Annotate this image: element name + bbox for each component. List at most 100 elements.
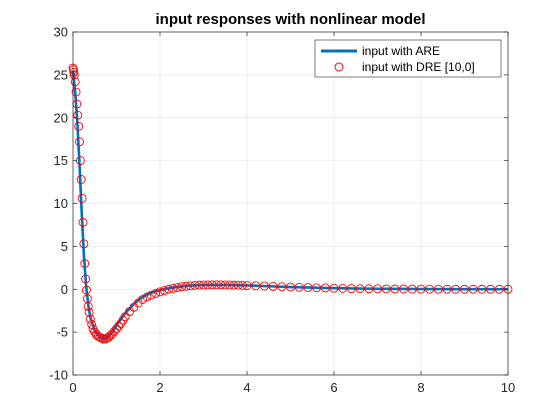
- axes: 0 2 4 6 8 10 -10 -5 0 5 10 15 20 25 30: [49, 25, 515, 396]
- data-point-dre: [97, 333, 107, 343]
- data-point-dre: [407, 284, 417, 294]
- y-tick-label: 0: [61, 282, 68, 297]
- data-point-dre: [268, 281, 278, 291]
- x-tick-label: 0: [69, 380, 76, 395]
- data-point-dre: [73, 110, 83, 120]
- series-line-layer: [71, 70, 509, 341]
- data-point-dre: [338, 283, 348, 293]
- data-point-dre: [164, 284, 174, 294]
- data-point-dre: [74, 121, 84, 131]
- grid: [72, 31, 509, 376]
- data-point-dre: [194, 280, 204, 290]
- data-point-dre: [199, 280, 208, 290]
- data-point-dre: [277, 282, 287, 292]
- x-tick-label: 2: [156, 380, 163, 395]
- data-point-dre: [79, 239, 89, 249]
- data-point-dre: [185, 281, 195, 291]
- data-point-dre: [142, 292, 152, 302]
- y-tick-label: 30: [54, 25, 68, 40]
- data-point-dre: [346, 284, 356, 294]
- y-tick-label: 10: [54, 196, 68, 211]
- data-point-dre: [212, 280, 222, 290]
- x-tick-label: 8: [417, 380, 424, 395]
- data-point-dre: [364, 284, 374, 294]
- data-point-dre: [207, 280, 217, 290]
- legend-label-dre: input with DRE [10,0]: [362, 60, 475, 74]
- data-point-dre: [259, 281, 269, 291]
- data-point-dre: [114, 321, 124, 331]
- y-tick-label: 25: [54, 67, 68, 82]
- series-marker-layer: [68, 63, 513, 344]
- data-point-dre: [190, 280, 200, 290]
- x-tick-label: 10: [501, 380, 515, 395]
- data-point-dre: [172, 283, 182, 292]
- data-point-dre: [85, 314, 95, 324]
- data-point-dre: [460, 284, 469, 294]
- data-point-dre: [181, 281, 191, 291]
- chart-title: input responses with nonlinear model: [155, 11, 425, 28]
- data-point-dre: [77, 193, 87, 203]
- data-point-dre: [71, 87, 81, 97]
- data-point-dre: [70, 77, 80, 87]
- data-point-dre: [390, 284, 400, 294]
- data-point-dre: [242, 281, 252, 291]
- y-tick-label: 15: [54, 153, 68, 168]
- data-point-dre: [84, 307, 94, 317]
- data-point-dre: [486, 284, 496, 294]
- y-tick-label: -5: [56, 325, 68, 340]
- data-point-dre: [329, 283, 339, 293]
- data-point-dre: [109, 326, 119, 336]
- data-point-dre: [104, 332, 114, 342]
- data-point-dre: [381, 284, 391, 294]
- data-point-dre: [225, 280, 235, 290]
- legend: input with ARE input with DRE [10,0]: [314, 39, 502, 78]
- series-line-are: [71, 70, 509, 341]
- data-point-dre: [69, 70, 79, 80]
- y-tick-label: 20: [54, 110, 68, 125]
- data-point-dre: [107, 329, 117, 339]
- data-point-dre: [159, 286, 169, 295]
- data-point-dre: [78, 217, 88, 227]
- data-point-dre: [146, 290, 156, 300]
- data-point-dre: [303, 283, 313, 292]
- data-point-dre: [399, 284, 409, 294]
- y-tick-label: 5: [61, 239, 68, 254]
- data-point-dre: [203, 280, 213, 290]
- data-point-dre: [220, 280, 230, 290]
- y-tick-label: -10: [49, 368, 68, 383]
- data-point-dre: [155, 287, 165, 297]
- data-point-dre: [442, 284, 452, 294]
- data-point-dre: [81, 274, 91, 284]
- data-point-dre: [286, 282, 295, 292]
- legend-box: [314, 39, 502, 78]
- legend-label-are: input with ARE: [362, 44, 440, 58]
- data-point-dre: [82, 285, 91, 295]
- data-point-dre: [76, 175, 86, 184]
- data-point-dre: [238, 280, 248, 290]
- data-point-dre: [112, 324, 121, 334]
- data-point-dre: [494, 284, 504, 294]
- data-point-dre: [151, 289, 161, 298]
- data-point-dre: [216, 280, 226, 290]
- data-point-dre: [251, 281, 261, 291]
- data-point-dre: [294, 282, 304, 292]
- data-point-dre: [433, 284, 443, 294]
- legend-marker-sample: [334, 62, 344, 72]
- data-point-dre: [120, 312, 130, 322]
- data-point-dre: [229, 280, 239, 290]
- data-point-dre: [177, 282, 187, 292]
- data-point-dre: [233, 280, 243, 290]
- data-point-dre: [75, 137, 84, 147]
- data-point-dre: [468, 284, 478, 294]
- data-point-dre: [416, 284, 426, 294]
- data-point-dre: [83, 301, 93, 311]
- data-point-dre: [168, 283, 178, 293]
- data-point-dre: [320, 283, 330, 293]
- data-point-dre: [138, 295, 148, 304]
- data-point-dre: [312, 283, 322, 293]
- data-point-dre: [87, 319, 97, 329]
- x-tick-label: 6: [330, 380, 337, 395]
- data-point-dre: [355, 284, 365, 294]
- data-point-dre: [477, 284, 487, 294]
